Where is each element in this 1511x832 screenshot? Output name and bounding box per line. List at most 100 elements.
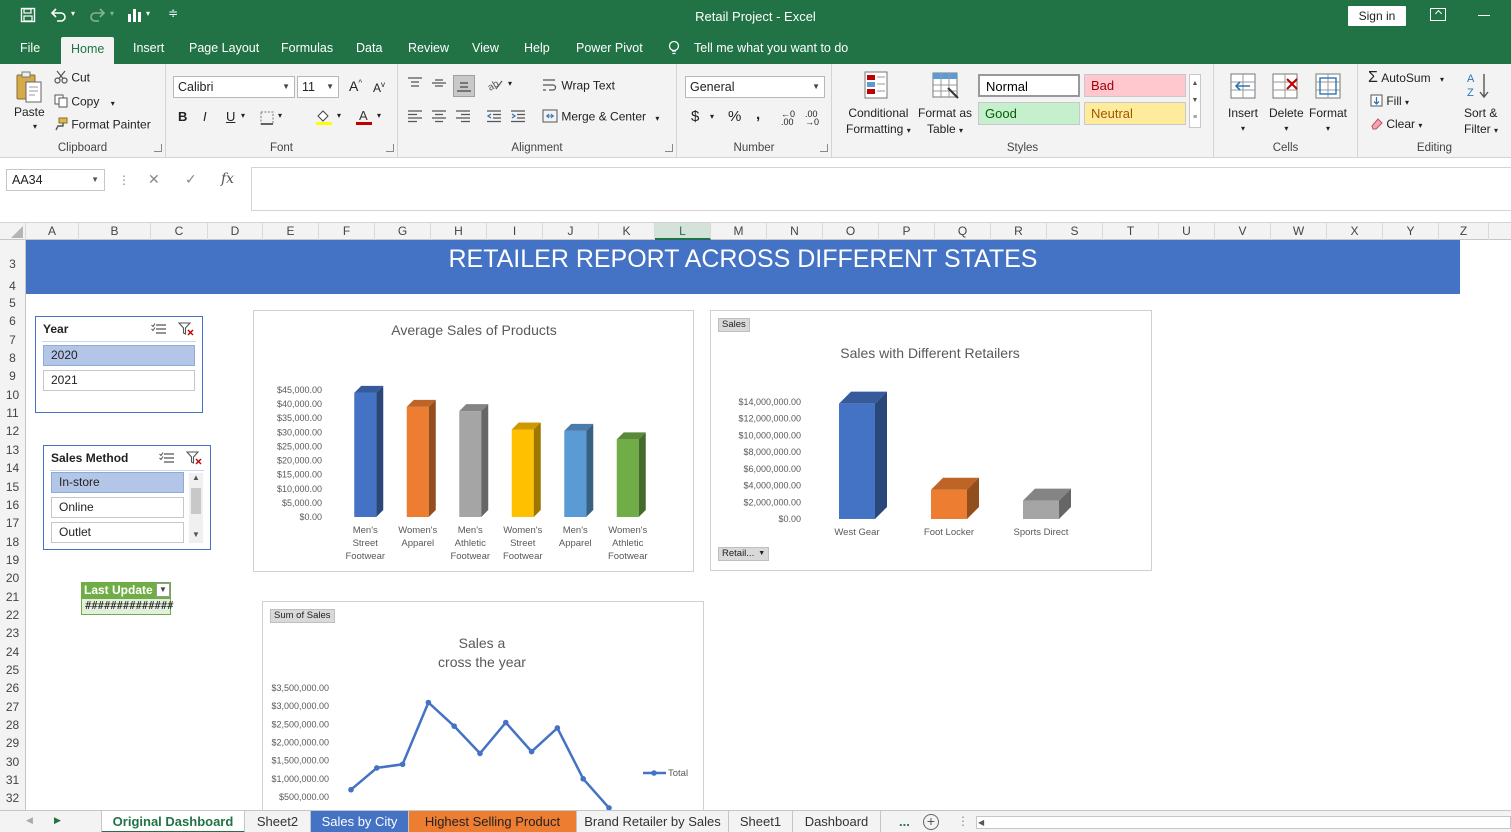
undo-dropdown-icon[interactable]: ▾ <box>71 9 76 18</box>
column-header-h[interactable]: H <box>431 223 487 240</box>
align-top-icon[interactable] <box>407 76 423 93</box>
scroll-thumb[interactable] <box>191 488 201 514</box>
column-header-s[interactable]: S <box>1047 223 1103 240</box>
row-header-11[interactable]: 11 <box>6 406 19 420</box>
row-header-30[interactable]: 30 <box>5 755 20 769</box>
row-header-10[interactable]: 10 <box>5 388 20 402</box>
row-header-5[interactable]: 5 <box>9 296 16 310</box>
row-header-23[interactable]: 23 <box>5 626 20 640</box>
row-header-18[interactable]: 18 <box>5 535 20 549</box>
styles-gallery-scroll[interactable]: ▲ ▼ ≡ <box>1189 74 1201 128</box>
row-header-4[interactable]: 4 <box>9 279 16 293</box>
year-item-2021[interactable]: 2021 <box>43 370 195 391</box>
cancel-entry-icon[interactable]: ✕ <box>148 171 160 187</box>
row-header-3[interactable]: 3 <box>9 257 16 271</box>
copy-button[interactable]: Copy ▾ <box>54 94 115 111</box>
row-header-12[interactable]: 12 <box>5 424 20 438</box>
column-header-x[interactable]: X <box>1327 223 1383 240</box>
insert-function-icon[interactable]: fx <box>221 171 235 187</box>
paste-icon[interactable] <box>13 70 45 107</box>
tab-data[interactable]: Data <box>356 41 383 55</box>
tell-me-search[interactable]: Tell me what you want to do <box>694 41 849 55</box>
sales-field-button[interactable]: Sales <box>718 318 750 332</box>
copy-dropdown-icon[interactable]: ▾ <box>110 98 115 108</box>
customize-toolbar-icon[interactable]: ≑ <box>168 6 179 20</box>
slicer-scrollbar[interactable]: ▲ ▼ <box>189 473 203 543</box>
align-right-icon[interactable] <box>455 109 471 126</box>
orientation-icon[interactable]: ab <box>486 76 504 95</box>
align-middle-icon[interactable] <box>431 76 447 93</box>
row-header-25[interactable]: 25 <box>5 663 20 677</box>
confirm-entry-icon[interactable]: ✓ <box>185 171 197 187</box>
bar[interactable] <box>459 404 489 517</box>
minimize-icon[interactable] <box>1478 15 1490 16</box>
number-format-dropdown[interactable]: General ▼ <box>685 76 825 98</box>
format-as-table-icon[interactable] <box>930 70 960 105</box>
column-header-n[interactable]: N <box>767 223 823 240</box>
bold-button[interactable]: B <box>178 109 188 124</box>
horizontal-scrollbar[interactable]: ◀ <box>976 816 1511 829</box>
row-header-20[interactable]: 20 <box>5 571 20 585</box>
tab-review[interactable]: Review <box>408 41 449 55</box>
row-header-26[interactable]: 26 <box>5 681 20 695</box>
tab-insert[interactable]: Insert <box>133 41 165 55</box>
scroll-down-icon[interactable]: ▼ <box>192 530 200 539</box>
row-header-15[interactable]: 15 <box>5 480 20 494</box>
merge-center-button[interactable]: Merge & Center ▾ <box>542 109 659 126</box>
chart-quick-icon[interactable] <box>126 7 142 28</box>
row-header-31[interactable]: 31 <box>5 773 20 787</box>
cell-style-good[interactable]: Good <box>978 102 1080 125</box>
column-header-i[interactable]: I <box>487 223 543 240</box>
conditional-formatting-icon[interactable] <box>862 70 892 105</box>
clear-button[interactable]: Clear ▾ <box>1370 117 1422 133</box>
tab-formulas[interactable]: Formulas <box>281 41 334 55</box>
row-header-27[interactable]: 27 <box>5 700 20 714</box>
borders-dropdown-icon[interactable]: ▾ <box>278 111 283 120</box>
wrap-text-button[interactable]: Wrap Text <box>542 78 615 95</box>
data-point[interactable] <box>348 786 354 793</box>
sign-in-button[interactable]: Sign in <box>1348 6 1406 26</box>
data-point[interactable] <box>477 750 483 757</box>
sales-method-item-in-store[interactable]: In-store <box>51 472 184 493</box>
add-sheet-icon[interactable]: + <box>923 814 939 830</box>
increase-indent-icon[interactable] <box>510 109 526 126</box>
data-point[interactable] <box>580 776 586 782</box>
redo-dropdown-icon[interactable]: ▾ <box>110 9 115 18</box>
bar[interactable] <box>931 477 979 519</box>
font-color-dropdown-icon[interactable]: ▾ <box>377 111 382 120</box>
row-header-8[interactable]: 8 <box>9 351 16 365</box>
column-header-l[interactable]: L <box>655 223 711 240</box>
cell-style-bad[interactable]: Bad <box>1084 74 1186 97</box>
tab-splitter-icon[interactable]: ⋮ <box>957 814 969 828</box>
row-header-22[interactable]: 22 <box>5 608 20 622</box>
conditional-formatting-button[interactable]: Conditional Formatting ▾ <box>846 105 911 139</box>
column-header-p[interactable]: P <box>879 223 935 240</box>
row-header-7[interactable]: 7 <box>9 333 16 347</box>
italic-button[interactable]: I <box>203 109 207 124</box>
font-name-dropdown[interactable]: Calibri ▼ <box>173 76 295 98</box>
sheet-tab-original-dashboard[interactable]: Original Dashboard <box>101 811 245 832</box>
cell-style-neutral[interactable]: Neutral <box>1084 102 1186 125</box>
sales-method-item-online[interactable]: Online <box>51 497 184 518</box>
column-header-g[interactable]: G <box>375 223 431 240</box>
delete-cells-icon[interactable] <box>1270 70 1300 105</box>
column-header-d[interactable]: D <box>208 223 263 240</box>
align-left-icon[interactable] <box>407 109 423 126</box>
format-as-table-button[interactable]: Format as Table ▾ <box>918 105 972 139</box>
data-point[interactable] <box>606 805 612 811</box>
row-header-13[interactable]: 13 <box>5 443 20 457</box>
scroll-up-icon[interactable]: ▲ <box>192 473 200 482</box>
scroll-left-icon[interactable]: ◀ <box>978 818 985 827</box>
tab-view[interactable]: View <box>472 41 499 55</box>
redo-icon[interactable] <box>88 7 106 28</box>
paste-button[interactable]: Paste <box>14 105 45 119</box>
percent-button[interactable]: % <box>728 108 742 125</box>
bar[interactable] <box>354 385 384 517</box>
sheet-tab-brand-retailer-by-sales[interactable]: Brand Retailer by Sales <box>577 811 729 832</box>
row-header-24[interactable]: 24 <box>5 645 20 659</box>
tab-home[interactable]: Home <box>61 37 115 64</box>
scroll-tabs-right-icon[interactable]: ▶ <box>54 815 61 825</box>
column-header-k[interactable]: K <box>599 223 655 240</box>
autosum-dropdown-icon[interactable]: ▾ <box>1439 75 1444 84</box>
